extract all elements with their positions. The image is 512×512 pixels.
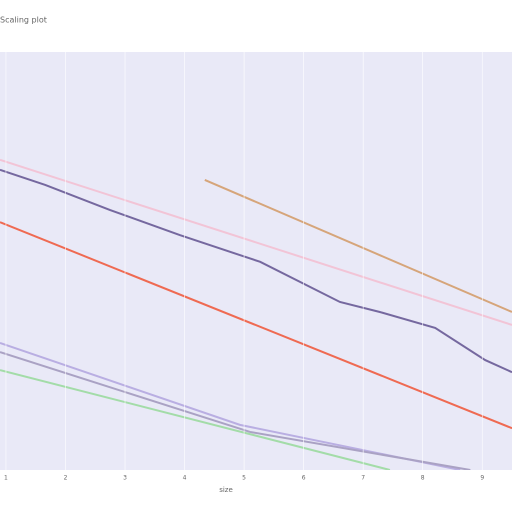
series-line xyxy=(0,369,391,470)
series-line xyxy=(0,158,512,326)
x-tick-label: 5 xyxy=(242,475,246,482)
x-tick-label: 2 xyxy=(64,475,68,482)
series-line xyxy=(0,221,512,430)
x-tick-label: 3 xyxy=(123,475,127,482)
x-tick-label: 8 xyxy=(421,475,425,482)
x-tick-label: 9 xyxy=(480,475,484,482)
x-tick-label: 6 xyxy=(302,475,306,482)
x-tick-label: 4 xyxy=(183,475,187,482)
x-tick-label: 1 xyxy=(4,475,8,482)
series-line xyxy=(0,351,471,470)
chart-title: Scaling plot xyxy=(0,16,47,25)
series-line xyxy=(204,178,512,313)
series-line xyxy=(0,168,512,374)
series-group xyxy=(0,158,512,470)
x-axis-title: size xyxy=(219,486,233,494)
x-tick-label: 7 xyxy=(361,475,365,482)
